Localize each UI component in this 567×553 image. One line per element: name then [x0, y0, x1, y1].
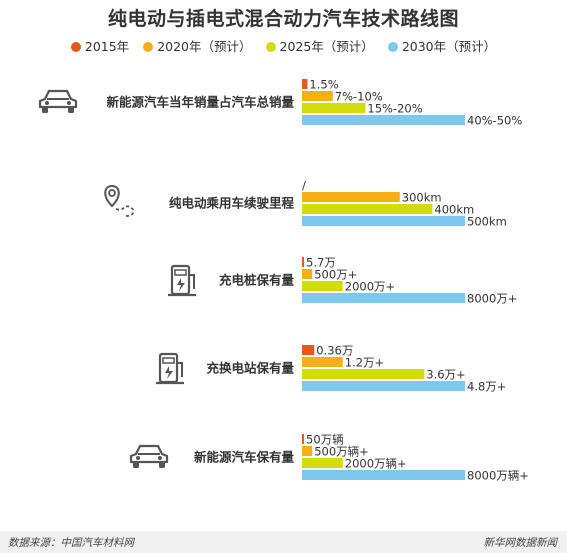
legend-label: 2025年（预计） — [279, 39, 374, 54]
category-group: 1.5%7%-10%15%-20% 40%-50% 新能源汽车当年销量占汽车总销量 — [38, 78, 522, 128]
car-icon — [38, 89, 78, 113]
data-label: / — [302, 179, 306, 193]
data-label: 7%-10% — [335, 90, 383, 104]
bar — [302, 446, 313, 456]
car-wheel — [159, 462, 165, 468]
car-light — [136, 456, 140, 460]
car-icon — [129, 444, 169, 468]
pin-shape — [104, 184, 120, 208]
chart-title: 纯电动与插电式混合动力汽车技术路线图 — [107, 8, 459, 30]
pile-screen — [162, 357, 175, 364]
legend-item: 2020年（预计） — [143, 36, 252, 55]
data-label: 500万+ — [314, 268, 357, 282]
category-label: 充换电站保有量 — [206, 361, 294, 376]
charging-station-icon — [156, 352, 184, 385]
data-label: 40%-50% — [467, 114, 522, 128]
bar — [302, 458, 343, 468]
charging-pile-icon — [168, 264, 196, 297]
pin-dot — [108, 189, 116, 197]
bolt-shape — [177, 278, 185, 291]
footer-source: 数据来源：中国汽车材料网 — [8, 537, 134, 549]
bar — [302, 204, 433, 214]
bar — [302, 103, 366, 113]
car-wheel — [68, 107, 74, 113]
data-label: 8000万+ — [467, 292, 517, 306]
pile-cable — [177, 362, 183, 377]
data-label: 300km — [402, 191, 442, 205]
bar — [302, 281, 343, 291]
car-light — [158, 456, 162, 460]
route-icon — [104, 184, 135, 217]
route-path — [115, 205, 135, 217]
bolt-shape — [165, 366, 173, 379]
data-label: 500万辆+ — [314, 445, 369, 459]
bar — [302, 192, 400, 202]
legend-swatch — [70, 42, 81, 52]
data-label: 50万辆 — [306, 433, 344, 447]
bar — [302, 91, 333, 101]
car-light — [67, 101, 71, 105]
bar — [302, 381, 465, 391]
legend-item: 2025年（预计） — [265, 36, 374, 55]
category-label: 新能源汽车当年销量占汽车总销量 — [106, 95, 294, 110]
car-wheel — [42, 107, 48, 113]
bar — [302, 115, 465, 125]
bar — [302, 357, 343, 367]
category-label: 充电桩保有量 — [219, 273, 295, 288]
data-label: 1.2万+ — [345, 356, 384, 370]
data-label: 1.5% — [309, 78, 338, 92]
legend-item: 2015年 — [70, 36, 130, 55]
bar — [302, 79, 308, 89]
legend-item: 2030年（预计） — [387, 36, 497, 55]
data-label: 5.7万 — [306, 256, 336, 270]
bar — [302, 269, 313, 279]
footer-brand: 新华网数据新闻 — [483, 537, 558, 549]
data-label: 400km — [434, 203, 474, 217]
bar — [302, 293, 465, 303]
data-label: 0.36万 — [316, 344, 353, 358]
bar — [302, 369, 425, 379]
car-body — [38, 89, 78, 109]
legend-label: 2030年（预计） — [401, 39, 497, 54]
data-label: 500km — [467, 215, 507, 229]
category-label: 纯电动乘用车续驶里程 — [169, 196, 295, 211]
car-light — [45, 101, 49, 105]
bar — [302, 470, 465, 480]
bar — [302, 345, 315, 355]
data-label: 15%-20% — [367, 102, 422, 116]
pile-screen — [174, 269, 187, 276]
bar — [302, 257, 304, 267]
legend-swatch — [143, 42, 154, 52]
data-label: 2000万辆+ — [345, 457, 407, 471]
bar-chart: 1.5%7%-10%15%-20% 40%-50% 新能源汽车当年销量占汽车总销量 /… — [38, 78, 529, 483]
data-label: 4.8万+ — [467, 380, 506, 394]
car-wheel — [133, 462, 139, 468]
data-label: 3.6万+ — [426, 368, 465, 382]
car-body — [129, 444, 169, 464]
bar — [302, 216, 465, 226]
legend-swatch — [265, 42, 276, 52]
data-label: 8000万辆+ — [467, 469, 529, 483]
pile-cable — [189, 274, 195, 289]
legend: 2015年 2020年（预计） 2025年（预计） 2030年（预计） — [0, 36, 567, 55]
legend-label: 2020年（预计） — [157, 39, 252, 54]
legend-swatch — [387, 42, 398, 52]
data-label: 2000万+ — [345, 280, 395, 294]
category-label: 新能源汽车保有量 — [194, 450, 295, 465]
legend-label: 2015年 — [84, 39, 130, 54]
footer: 数据来源：中国汽车材料网 新华网数据新闻 — [0, 531, 567, 553]
bar — [302, 434, 304, 444]
